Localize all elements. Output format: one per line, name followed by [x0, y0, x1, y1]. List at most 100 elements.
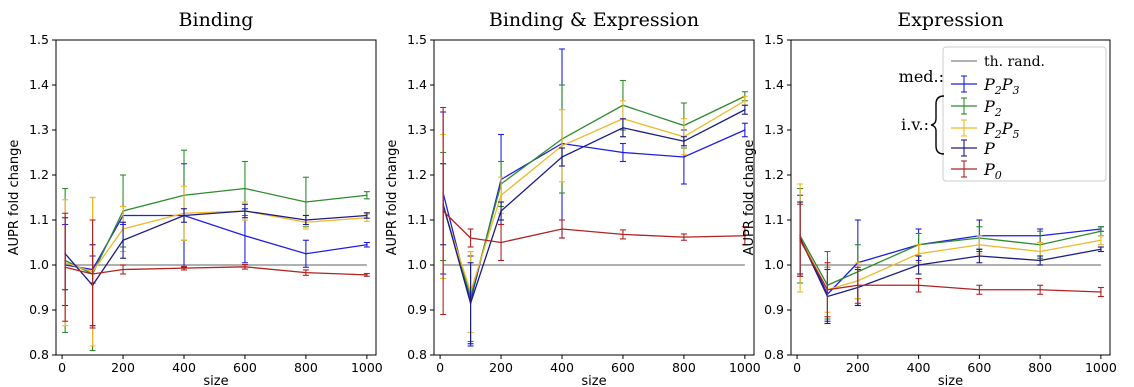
data-point [1100, 230, 1102, 233]
chart-panel-1: Binding 0.8 0.9 1.0 1.1 1.2 1.3 1.4 1.5 0 200 400 60… [7, 9, 383, 387]
data-point [917, 284, 920, 287]
series-line [442, 210, 745, 244]
data-point [1039, 250, 1041, 253]
x-tick-label: 400 [550, 360, 574, 375]
data-point [469, 302, 472, 305]
data-point [64, 266, 66, 269]
series-1 [797, 194, 1104, 322]
x-tick-label: 600 [233, 360, 257, 375]
data-point [561, 144, 563, 147]
legend-label-base: P [983, 119, 995, 138]
plot-frame [55, 39, 377, 356]
chart-panel-2: Binding & Expression 0.8 0.9 1.0 1.1 1.2 1.3 1.… [385, 9, 761, 387]
plot-frame [433, 39, 755, 356]
legend-label-base: P [1001, 119, 1013, 138]
data-point [744, 129, 746, 131]
x-tick-label: 200 [489, 360, 513, 375]
x-tick-label: 600 [967, 360, 991, 375]
data-point [122, 239, 124, 242]
data-point [683, 140, 685, 143]
data-point [305, 201, 307, 203]
data-point [1039, 288, 1041, 291]
y-tick-label: 1.4 [407, 77, 427, 92]
chart-title: Expression [897, 9, 1003, 31]
legend-label-5: P0 [983, 160, 1002, 182]
data-point [183, 267, 185, 269]
x-tick-label: 0 [436, 360, 444, 375]
y-tick-label: 1.4 [764, 77, 784, 92]
data-point [366, 243, 368, 246]
x-tick-label: 1000 [351, 360, 383, 375]
y-tick-label: 1.5 [407, 32, 427, 47]
series-line [442, 100, 746, 295]
legend-label-subscript: 5 [1013, 128, 1020, 141]
y-tick-label: 1.5 [764, 32, 784, 47]
series-4 [797, 201, 1104, 325]
series-2 [440, 79, 748, 343]
legend-label-3: P2P5 [983, 119, 1020, 141]
data-point [622, 126, 624, 129]
data-point [500, 241, 502, 244]
x-tick-label: 800 [672, 360, 696, 375]
data-point [917, 252, 920, 255]
data-point [122, 268, 124, 271]
y-tick-label: 1.3 [407, 122, 427, 137]
data-point [244, 210, 246, 212]
data-point [1100, 248, 1102, 251]
data-point [622, 233, 624, 236]
series-line [442, 129, 746, 302]
y-tick-label: 1.3 [764, 122, 784, 137]
data-point [244, 187, 246, 190]
x-tick-label: 600 [611, 360, 635, 375]
data-point [561, 228, 563, 230]
data-point [244, 266, 246, 268]
series-line [64, 266, 367, 276]
y-tick-label: 0.8 [407, 347, 427, 362]
plot-frame [790, 39, 1111, 356]
y-tick-label: 1.2 [407, 167, 427, 182]
data-point [683, 236, 685, 238]
x-tick-label: 400 [907, 360, 931, 375]
series-3 [62, 185, 370, 347]
y-tick-label: 1.0 [407, 257, 427, 272]
data-point [244, 234, 246, 237]
x-tick-label: 0 [793, 360, 801, 375]
y-tick-label: 1.1 [29, 212, 49, 227]
legend-label-subscript: 3 [1013, 84, 1020, 97]
y-axis-label: AUPR fold change [7, 140, 22, 256]
legend-label-base: P [983, 97, 995, 116]
legend-label-base: P [983, 160, 995, 179]
series-1 [62, 163, 370, 307]
y-tick-label: 0.9 [764, 302, 784, 317]
legend-label-4: P [983, 139, 995, 158]
data-point [500, 194, 502, 197]
chart-title: Binding & Expression [489, 9, 699, 31]
data-point [366, 274, 368, 276]
legend-group-iv: i.v.: [901, 115, 929, 134]
y-tick-label: 1.0 [764, 257, 784, 272]
legend-label-subscript: 2 [994, 106, 1002, 119]
data-point [500, 210, 502, 212]
series-line [799, 237, 1102, 291]
y-tick-label: 0.9 [407, 302, 427, 317]
y-tick-label: 1.3 [29, 122, 49, 137]
x-axis-label: size [938, 374, 963, 387]
x-tick-label: 200 [846, 360, 870, 375]
y-axis-label: AUPR fold change [742, 140, 757, 256]
series-5 [797, 203, 1104, 318]
legend-label-base: P [1001, 75, 1013, 94]
x-tick-label: 200 [111, 360, 135, 375]
series-2 [797, 187, 1104, 320]
data-point [305, 271, 307, 274]
data-point [1100, 291, 1102, 293]
data-point [305, 219, 307, 221]
data-point [442, 210, 444, 212]
y-tick-label: 1.5 [29, 32, 49, 47]
x-tick-label: 1000 [729, 360, 761, 375]
series-line [65, 214, 367, 271]
series-line [442, 95, 746, 299]
data-point [978, 243, 981, 246]
